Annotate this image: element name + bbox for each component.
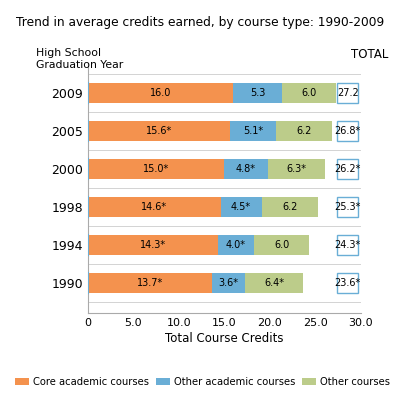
Bar [276, 121, 332, 141]
Text: 4.8*: 4.8* [236, 164, 256, 174]
Bar [88, 235, 218, 255]
Text: 16.0: 16.0 [150, 88, 171, 98]
FancyBboxPatch shape [337, 273, 358, 292]
Text: 26.8*: 26.8* [334, 126, 361, 136]
Bar [212, 273, 245, 292]
Bar [224, 159, 268, 179]
Text: 13.7*: 13.7* [137, 278, 163, 288]
FancyBboxPatch shape [337, 197, 358, 217]
FancyBboxPatch shape [337, 159, 358, 179]
Text: 6.0: 6.0 [274, 240, 289, 250]
Bar [220, 197, 262, 217]
Text: 26.2*: 26.2* [334, 164, 361, 174]
Bar [88, 197, 220, 217]
FancyBboxPatch shape [337, 121, 358, 141]
Text: 15.6*: 15.6* [146, 126, 172, 136]
Bar [88, 273, 212, 292]
Bar [88, 121, 230, 141]
Text: 27.2: 27.2 [337, 88, 358, 98]
Bar [245, 273, 303, 292]
Text: 14.3*: 14.3* [140, 240, 166, 250]
Text: 6.2: 6.2 [296, 126, 312, 136]
Legend: Core academic courses, Other academic courses, Other courses: Core academic courses, Other academic co… [11, 373, 394, 391]
Text: 24.3*: 24.3* [334, 240, 361, 250]
Text: 6.0: 6.0 [301, 88, 316, 98]
Text: 5.1*: 5.1* [243, 126, 263, 136]
Bar [262, 197, 318, 217]
Text: 15.0*: 15.0* [143, 164, 169, 174]
Text: TOTAL: TOTAL [351, 48, 388, 61]
Text: 6.3*: 6.3* [286, 164, 306, 174]
Text: High School
Graduation Year: High School Graduation Year [36, 48, 123, 70]
Text: 6.2: 6.2 [282, 202, 298, 212]
Text: 3.6*: 3.6* [219, 278, 239, 288]
Bar [88, 84, 233, 103]
Bar [268, 159, 325, 179]
Text: 25.3*: 25.3* [334, 202, 361, 212]
FancyBboxPatch shape [337, 84, 358, 103]
Text: 4.5*: 4.5* [231, 202, 251, 212]
Bar [233, 84, 282, 103]
Text: 14.6*: 14.6* [141, 202, 167, 212]
Text: 23.6*: 23.6* [334, 278, 361, 288]
Bar [218, 235, 254, 255]
Text: 4.0*: 4.0* [226, 240, 246, 250]
X-axis label: Total Course Credits: Total Course Credits [165, 332, 284, 345]
Text: 6.4*: 6.4* [264, 278, 284, 288]
FancyBboxPatch shape [337, 235, 358, 255]
Text: Trend in average credits earned, by course type: 1990-2009: Trend in average credits earned, by cour… [16, 16, 384, 29]
Text: 5.3: 5.3 [250, 88, 265, 98]
Bar [88, 159, 224, 179]
Bar [230, 121, 276, 141]
Bar [282, 84, 336, 103]
Bar [254, 235, 309, 255]
